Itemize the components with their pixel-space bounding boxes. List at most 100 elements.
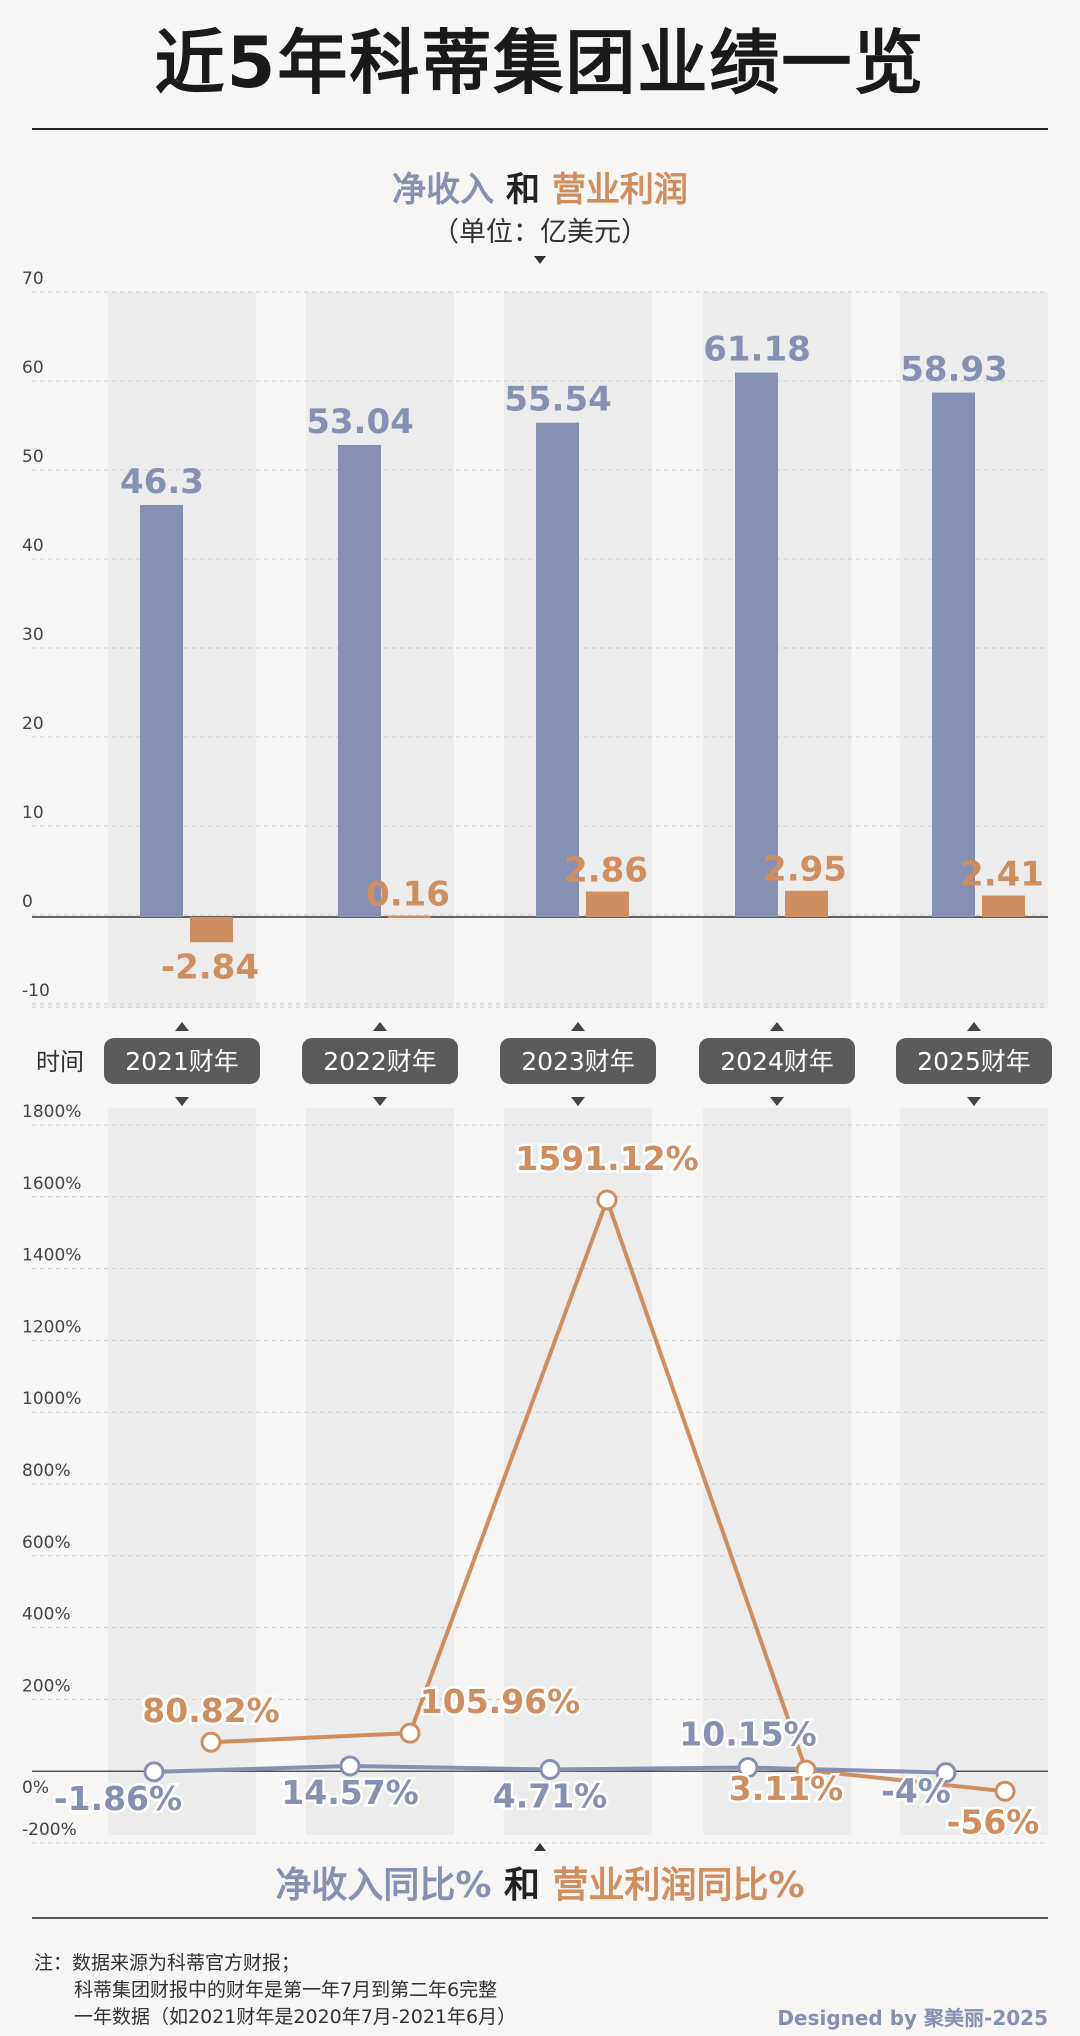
top-y-tick-8: -10 (22, 981, 50, 1001)
revenue-yoy-label-2: 4.71% (493, 1777, 608, 1816)
profit-yoy-label-1: 105.96% (420, 1682, 580, 1721)
revenue-bar-1 (338, 444, 381, 917)
bottom-y-tick-0: 1800% (22, 1102, 81, 1122)
cat-arrow-up-2 (571, 1022, 585, 1031)
profit-yoy-label-3: 3.11% (729, 1769, 844, 1808)
profit-label-3: 2.95 (763, 850, 847, 890)
title-revenue-yoy: 净收入同比% (275, 1865, 492, 1906)
revenue-bar-4 (932, 392, 975, 917)
band-bottom-2 (504, 1108, 652, 1835)
revenue-label-2: 55.54 (504, 380, 612, 420)
category-pill-4 (896, 1038, 1052, 1084)
profit-bar-0 (190, 917, 233, 943)
band-bottom-1 (306, 1108, 454, 1835)
category-label-1: 2022财年 (323, 1047, 437, 1076)
profit-bar-2 (586, 891, 629, 917)
top-y-tick-2: 50 (22, 447, 44, 467)
revenue-bar-2 (536, 422, 579, 917)
bottom-y-tick-2: 1400% (22, 1246, 81, 1266)
bottom-y-tick-9: 0% (22, 1778, 49, 1798)
bottom-y-tick-5: 800% (22, 1461, 71, 1481)
revenue-yoy-label-1: 14.57% (281, 1773, 418, 1812)
top-chart-title: 净收入 和 营业利润 (0, 162, 1080, 211)
category-label-3: 2024财年 (720, 1047, 834, 1076)
top-chart-unit: （单位：亿美元） (432, 217, 648, 248)
bottom-chart-title: 净收入同比% 和 营业利润同比% (0, 1856, 1080, 1908)
profit-yoy-point-3 (795, 1759, 817, 1781)
profit-yoy-label-2: 1591.12% (515, 1139, 698, 1178)
profit-yoy-point-1 (399, 1722, 421, 1744)
profit-bar-1 (388, 915, 431, 918)
band-bottom-3 (703, 1108, 851, 1835)
category-pill-0 (104, 1038, 260, 1084)
profit-yoy-point-2 (596, 1189, 618, 1211)
category-pill-3 (699, 1038, 855, 1084)
top-y-tick-1: 60 (22, 358, 44, 378)
category-label-2: 2023财年 (521, 1047, 635, 1076)
title-revenue: 净收入 (392, 170, 495, 210)
revenue-label-1: 53.04 (306, 402, 414, 442)
revenue-yoy-label-0: -1.86% (54, 1779, 182, 1818)
cat-arrow-up-3 (770, 1022, 784, 1031)
footer-note: 注：数据来源为科蒂官方财报； 科蒂集团财报中的财年是第一年7月到第二年6完整 一… (34, 1950, 516, 2031)
designer-signature: Designed by 聚美丽-2025 (777, 2006, 1048, 2030)
title-profit-yoy: 营业利润同比% (552, 1865, 805, 1906)
revenue-yoy-point-2 (539, 1759, 561, 1781)
bottom-y-tick-3: 1200% (22, 1317, 81, 1337)
bottom-y-tick-6: 600% (22, 1533, 71, 1553)
cat-arrow-down-4 (967, 1097, 981, 1106)
bottom-title-marker (534, 1843, 546, 1851)
category-label-4: 2025财年 (917, 1047, 1031, 1076)
cat-arrow-up-4 (967, 1022, 981, 1031)
time-label: 时间 (36, 1048, 84, 1076)
profit-yoy-label-4: -56% (947, 1802, 1040, 1841)
profit-yoy-label-0: 80.82% (142, 1691, 279, 1730)
revenue-yoy-label-3: 10.15% (679, 1715, 816, 1754)
bottom-y-tick-10: -200% (22, 1820, 77, 1840)
cat-arrow-up-0 (175, 1022, 189, 1031)
title-divider (32, 128, 1048, 130)
profit-label-0: -2.84 (161, 947, 259, 987)
cat-arrow-up-1 (373, 1022, 387, 1031)
footer-line2: 科蒂集团财报中的财年是第一年7月到第二年6完整 (74, 1979, 498, 2001)
footer-line3: 一年数据（如2021财年是2020年7月-2021年6月） (74, 2006, 517, 2028)
category-pill-2 (500, 1038, 656, 1084)
revenue-yoy-label-4: -4% (881, 1772, 951, 1811)
title-and: 和 (506, 170, 540, 210)
profit-label-2: 2.86 (564, 851, 648, 891)
title-and-2: 和 (503, 1865, 540, 1906)
revenue-yoy-point-4 (935, 1762, 957, 1784)
band-bottom-0 (108, 1108, 256, 1835)
revenue-label-0: 46.3 (120, 462, 204, 502)
unit-marker (534, 256, 546, 264)
revenue-bar-0 (140, 504, 183, 917)
cat-arrow-down-3 (770, 1097, 784, 1106)
cat-arrow-down-1 (373, 1097, 387, 1106)
page-title: 近5年科蒂集团业绩一览 (154, 22, 926, 104)
bottom-y-tick-7: 400% (22, 1605, 71, 1625)
band-bottom-4 (900, 1108, 1048, 1835)
profit-label-4: 2.41 (960, 855, 1044, 895)
top-y-tick-4: 30 (22, 625, 44, 645)
cat-arrow-down-2 (571, 1097, 585, 1106)
revenue-label-3: 61.18 (703, 329, 811, 369)
profit-bar-4 (982, 895, 1025, 917)
cat-arrow-down-0 (175, 1097, 189, 1106)
bottom-y-tick-8: 200% (22, 1676, 71, 1696)
revenue-yoy-point-1 (339, 1755, 361, 1777)
top-y-tick-7: 0 (22, 892, 33, 912)
top-y-tick-3: 40 (22, 536, 44, 556)
revenue-yoy-point-0 (143, 1761, 165, 1783)
bottom-y-tick-4: 1000% (22, 1389, 81, 1409)
footer-line1: 注：数据来源为科蒂官方财报； (34, 1952, 301, 1974)
profit-label-1: 0.16 (366, 875, 450, 915)
top-y-tick-5: 20 (22, 714, 44, 734)
category-label-0: 2021财年 (125, 1047, 239, 1076)
revenue-yoy-point-3 (737, 1757, 759, 1779)
title-profit: 营业利润 (551, 170, 688, 210)
top-y-tick-0: 70 (22, 269, 44, 289)
bottom-y-tick-1: 1600% (22, 1174, 81, 1194)
top-y-tick-6: 10 (22, 803, 44, 823)
profit-bar-3 (785, 890, 828, 917)
